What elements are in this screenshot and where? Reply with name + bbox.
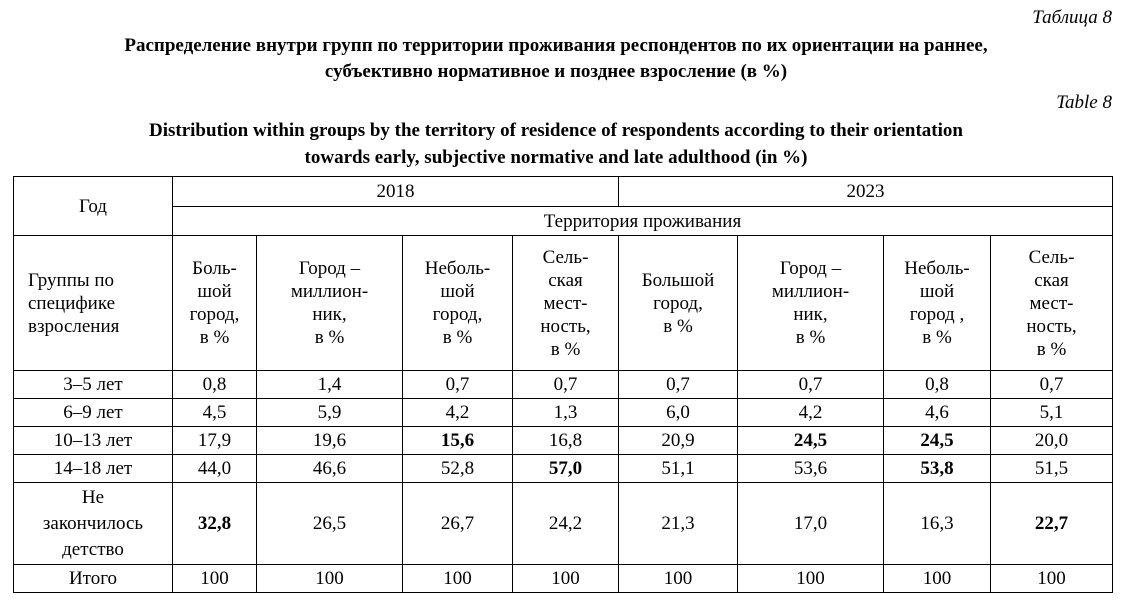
table-cell: 0,7: [737, 370, 884, 399]
table-cell: 16,8: [512, 426, 619, 455]
table-cell: 17,9: [172, 426, 257, 455]
table-cell: 46,6: [256, 454, 403, 483]
year-2023-header: 2023: [618, 176, 1113, 207]
table-cell: 52,8: [402, 454, 513, 483]
table-cell: 26,5: [256, 482, 403, 565]
row-label: 14–18 лет: [13, 454, 173, 483]
table-cell: 100: [737, 564, 884, 593]
column-header: Неболь- шой город , в %: [883, 235, 991, 371]
title-ru-line2: субъективно нормативное и позднее взросл…: [324, 61, 788, 82]
table-cell: 0,8: [883, 370, 991, 399]
title-ru-line1: Распределение внутри групп по территории…: [124, 35, 988, 56]
table-cell: 100: [512, 564, 619, 593]
table-cell: 26,7: [402, 482, 513, 565]
data-table: Год 2018 2023 Территория проживания Груп…: [13, 176, 1113, 593]
column-header: Большой город, в %: [618, 235, 738, 371]
column-header: Неболь- шой город, в %: [402, 235, 513, 371]
column-header: Город – миллион- ник, в %: [737, 235, 884, 371]
table-cell: 32,8: [172, 482, 257, 565]
table-cell: 57,0: [512, 454, 619, 483]
title-en-line2: towards early, subjective normative and …: [304, 147, 808, 168]
year-2018-header: 2018: [172, 176, 619, 207]
table-row: 3–5 лет 0,8 1,4 0,7 0,7 0,7 0,7 0,8 0,7: [13, 370, 1113, 399]
column-header: Сель- ская мест- ность, в %: [512, 235, 619, 371]
table-cell: 100: [256, 564, 403, 593]
table-cell: 6,0: [618, 398, 738, 427]
table-cell: 100: [172, 564, 257, 593]
table-row: Итого 100 100 100 100 100 100 100 100: [13, 564, 1113, 593]
table-cell: 21,3: [618, 482, 738, 565]
row-label: Итого: [13, 564, 173, 593]
table-cell: 100: [990, 564, 1113, 593]
table-cell: 0,7: [990, 370, 1113, 399]
column-header: Боль- шой город, в %: [172, 235, 257, 371]
table-row: 6–9 лет 4,5 5,9 4,2 1,3 6,0 4,2 4,6 5,1: [13, 398, 1113, 427]
table-cell: 20,9: [618, 426, 738, 455]
table-cell: 4,6: [883, 398, 991, 427]
table-label-ru: Таблица 8: [1032, 7, 1112, 28]
table-cell: 24,5: [737, 426, 884, 455]
row-label: 10–13 лет: [13, 426, 173, 455]
row-label: 3–5 лет: [13, 370, 173, 399]
table-cell: 5,9: [256, 398, 403, 427]
table-cell: 44,0: [172, 454, 257, 483]
table-cell: 100: [402, 564, 513, 593]
table-cell: 5,1: [990, 398, 1113, 427]
table-cell: 0,8: [172, 370, 257, 399]
table-cell: 51,5: [990, 454, 1113, 483]
table-cell: 20,0: [990, 426, 1113, 455]
title-en-line1: Distribution within groups by the territ…: [149, 120, 963, 141]
table-cell: 16,3: [883, 482, 991, 565]
table-cell: 4,2: [402, 398, 513, 427]
table-cell: 100: [883, 564, 991, 593]
table-cell: 53,6: [737, 454, 884, 483]
table-row: 10–13 лет 17,9 19,6 15,6 16,8 20,9 24,5 24,5 20,…: [13, 426, 1113, 455]
territory-header: Территория проживания: [172, 206, 1113, 236]
table-row: 14–18 лет 44,0 46,6 52,8 57,0 51,1 53,6 53,8 51,…: [13, 454, 1113, 483]
table-cell: 15,6: [402, 426, 513, 455]
table-label-en: Table 8: [1056, 92, 1112, 113]
year-header: Год: [13, 176, 173, 236]
table-cell: 24,5: [883, 426, 991, 455]
table-cell: 17,0: [737, 482, 884, 565]
table-cell: 0,7: [402, 370, 513, 399]
column-header: Город – миллион- ник, в %: [256, 235, 403, 371]
table-cell: 1,3: [512, 398, 619, 427]
row-label: 6–9 лет: [13, 398, 173, 427]
table-cell: 0,7: [512, 370, 619, 399]
row-label: Не закончилось детство: [13, 482, 173, 565]
table-cell: 53,8: [883, 454, 991, 483]
groups-header: Группы по специфике взросления: [13, 235, 173, 371]
table-cell: 19,6: [256, 426, 403, 455]
table-cell: 24,2: [512, 482, 619, 565]
table-cell: 1,4: [256, 370, 403, 399]
table-row: Не закончилось детство 32,8 26,5 26,7 24,2 21…: [13, 482, 1113, 565]
column-header: Сель- ская мест- ность, в %: [990, 235, 1113, 371]
table-cell: 4,5: [172, 398, 257, 427]
table-cell: 51,1: [618, 454, 738, 483]
table-cell: 22,7: [990, 482, 1113, 565]
table-cell: 4,2: [737, 398, 884, 427]
table-cell: 0,7: [618, 370, 738, 399]
table-cell: 100: [618, 564, 738, 593]
